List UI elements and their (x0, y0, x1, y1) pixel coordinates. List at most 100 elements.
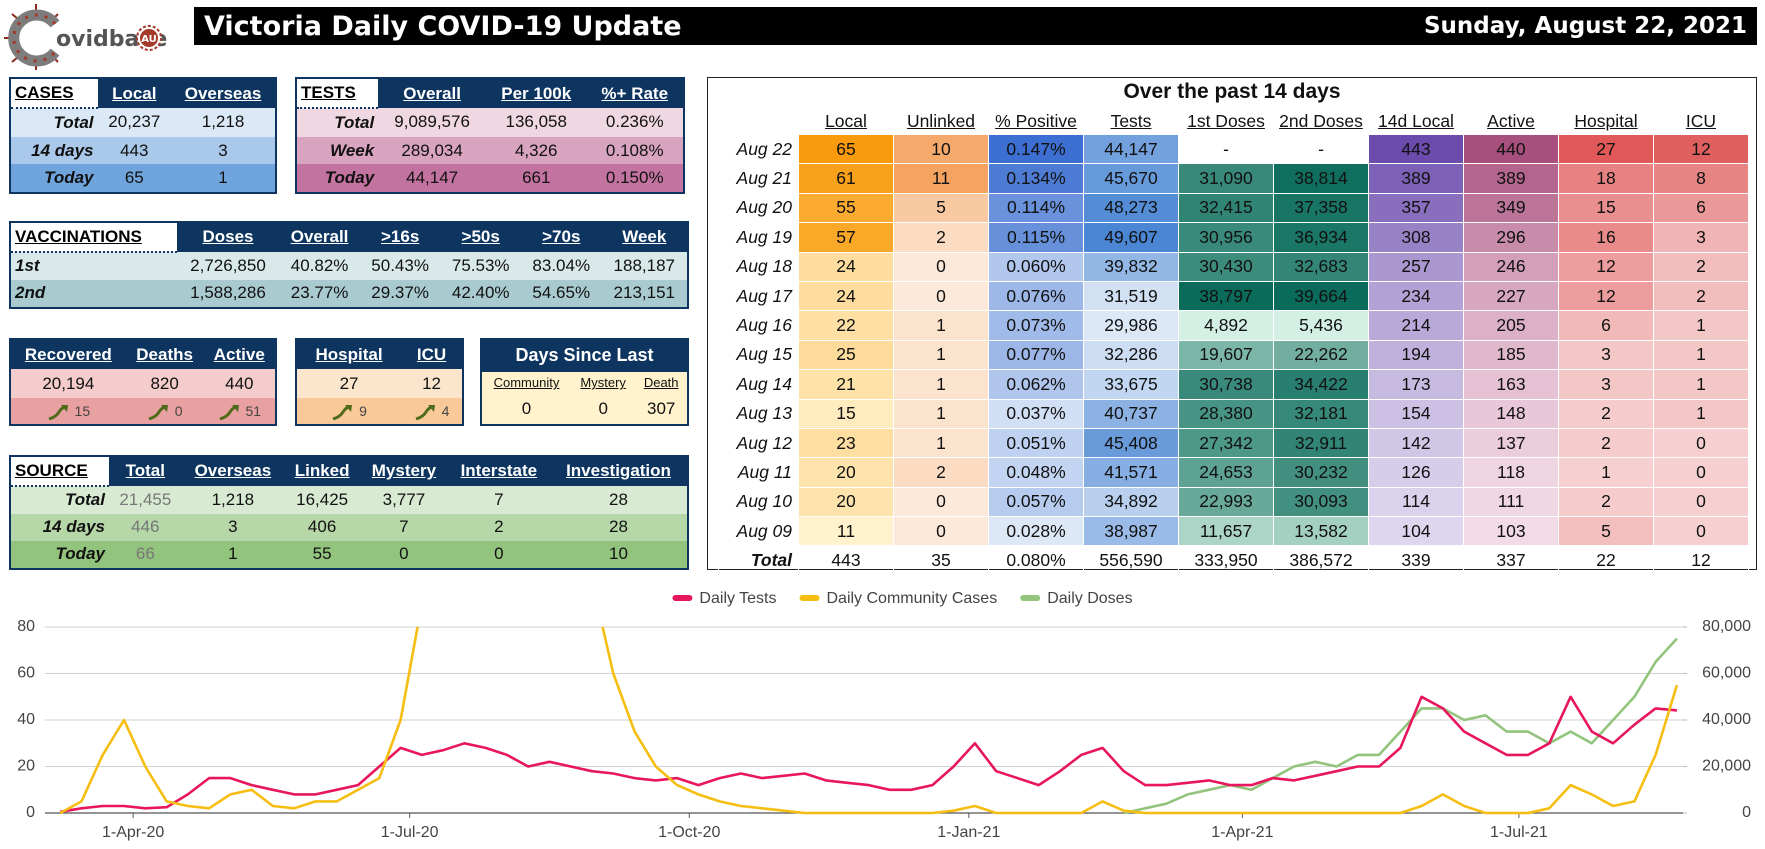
heat-cell: 3 (1558, 369, 1654, 400)
column-header: ICU (401, 339, 463, 370)
row: 2nd 1,588,286 23.77% 29.37% 42.40% 54.65% 213,… (10, 279, 688, 308)
heat-cell: - (1273, 133, 1369, 165)
cell: 20,237 (97, 108, 172, 137)
heat-cell: 0.062% (988, 369, 1084, 400)
cell: 307 (635, 393, 688, 425)
row-label: Total (296, 108, 379, 137)
heat-cell: 32,286 (1083, 339, 1179, 371)
table: Days Since Last Community Mystery Death 0 0 30… (480, 338, 689, 426)
column-header: Week (601, 222, 688, 252)
total-cell: 12 (1653, 545, 1749, 576)
heat-cell: 12 (1558, 251, 1654, 282)
row: Aug 17 24 0 0.076% 31,519 38,797 39,664 234 227 1… (718, 280, 1749, 312)
column-header: Death (635, 371, 688, 394)
heat-cell: 0 (1653, 427, 1749, 459)
heat-cell: 2 (1558, 398, 1654, 429)
heat-cell: 57 (798, 222, 894, 253)
row-label: Aug 13 (718, 398, 799, 429)
cell: 1,588,286 (176, 279, 280, 308)
column-header: Deaths (125, 339, 204, 370)
cell: 0 (360, 540, 448, 569)
heat-cell: 30,232 (1273, 457, 1369, 488)
page-title: Victoria Daily COVID-19 Update (204, 10, 682, 42)
vaccinations-table: VACCINATIONS Doses Overall >16s >50s >70s Week… (9, 221, 689, 309)
row: Aug 13 15 1 0.037% 40,737 28,380 32,181 154 148 2… (718, 398, 1749, 429)
row: 1st 2,726,850 40.82% 50.43% 75.53% 83.04% 188,… (10, 251, 688, 280)
header-row: Hospital ICU (296, 339, 463, 370)
trend-line (332, 405, 351, 421)
row-label: Aug 15 (718, 339, 799, 371)
row: Aug 15 25 1 0.077% 32,286 19,607 22,262 194 185 3… (718, 339, 1749, 371)
heat-cell: 257 (1368, 251, 1464, 282)
heat-cell: 1 (1653, 398, 1749, 429)
heat-cell: 1 (893, 339, 989, 371)
row: Today 44,147 661 0.150% (296, 164, 684, 193)
column-header: Active (1487, 110, 1535, 131)
cell: 213,151 (601, 279, 688, 308)
heat-cell: 3 (1558, 339, 1654, 371)
table: SOURCE Total Overseas Linked Mystery Intersta… (9, 455, 689, 570)
column-header: VACCINATIONS (10, 222, 177, 253)
cell: 27 (296, 369, 402, 399)
heat-cell: 11 (893, 163, 989, 194)
column-header: % Positive (995, 110, 1077, 131)
heat-cell: 31,519 (1083, 280, 1179, 312)
row-label: Aug 12 (718, 427, 799, 459)
column-header: TESTS (296, 78, 379, 110)
cell: 188,187 (601, 251, 688, 280)
heat-cell: 39,664 (1273, 280, 1369, 312)
hospital-table: Hospital ICU 27 12 9 4 (295, 338, 464, 426)
trend-head (231, 404, 239, 412)
y2-tick-label: 60,000 (1702, 665, 1751, 682)
heat-cell: 31,090 (1178, 163, 1274, 194)
row: Total 21,455 1,218 16,425 3,777 7 28 (10, 485, 688, 514)
row: 14 days 443 3 (10, 136, 276, 165)
heat-cell: 6 (1653, 192, 1749, 224)
change-cell: 9 (296, 398, 402, 425)
heat-cell: 33,675 (1083, 369, 1179, 400)
heat-cell: 389 (1463, 163, 1559, 194)
row-label: Aug 22 (718, 133, 799, 165)
heat-cell: 19,607 (1178, 339, 1274, 371)
x-tick-label: 1-Apr-20 (102, 824, 164, 841)
heat-cell: 0.076% (988, 280, 1084, 312)
column-header: Total (108, 456, 182, 486)
cell: 40.82% (279, 251, 360, 280)
cell: 661 (486, 164, 587, 193)
change-cell: 0 (125, 398, 204, 425)
heat-cell: 27,342 (1178, 427, 1274, 459)
heat-cell: 357 (1368, 192, 1464, 224)
heat-cell: 0.057% (988, 486, 1084, 518)
heat-cell: 11 (798, 516, 894, 547)
y2-tick-label: 40,000 (1702, 711, 1751, 728)
column-header: Linked (284, 456, 361, 486)
row: Total 20,237 1,218 (10, 108, 276, 137)
change-cell: 4 (401, 398, 463, 425)
change-value: 4 (441, 402, 450, 419)
trend-line (219, 405, 237, 421)
cell: 443 (97, 136, 172, 165)
y-tick-label: 20 (17, 758, 35, 775)
heat-cell: 0 (893, 486, 989, 518)
row: Aug 20 55 5 0.114% 48,273 32,415 37,358 357 349 1… (718, 192, 1749, 224)
heat-cell: 0 (1653, 516, 1749, 547)
heat-cell: 48,273 (1083, 192, 1179, 224)
heat-table: Local Unlinked % Positive Tests 1st Doses 2nd… (718, 108, 1749, 576)
row-label: 14 days (10, 513, 109, 541)
total-cell: 386,572 (1273, 545, 1369, 576)
heat-cell: 6 (1558, 310, 1654, 341)
column-header: Overseas (181, 456, 285, 486)
heat-cell: 34,892 (1083, 486, 1179, 518)
cell: 820 (125, 369, 204, 399)
table: TESTS Overall Per 100k %+ Rate Total 9,089,57… (295, 77, 685, 194)
cell: 21,455 (108, 485, 182, 514)
heat-cell: 12 (1558, 280, 1654, 312)
change-value: 9 (359, 402, 367, 419)
column-header: Unlinked (906, 110, 976, 131)
row: Today 65 1 (10, 164, 276, 193)
cell: 3 (171, 136, 276, 165)
column-header: Overall (279, 222, 360, 252)
series-line (59, 695, 1678, 814)
cell: 66 (108, 540, 182, 569)
